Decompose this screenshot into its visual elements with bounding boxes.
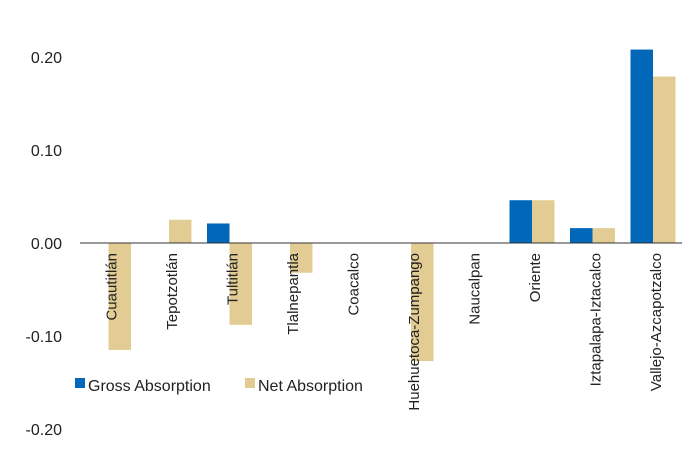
net-absorption-bar (169, 219, 192, 243)
y-tick-label: 0.00 (31, 236, 62, 253)
net-absorption-bar (592, 228, 615, 243)
category-label: Coacalco (346, 253, 363, 316)
net-absorption-bar (653, 76, 676, 243)
bars (108, 49, 676, 362)
y-tick-label: -0.20 (26, 422, 63, 439)
category-label: Iztapalapa-Iztacalco (588, 253, 605, 386)
gross-absorption-bar (630, 49, 653, 244)
y-axis-ticks: 0.20 0.10 0.00 -0.10 -0.20 (26, 50, 63, 439)
gross-absorption-bar (207, 223, 230, 243)
net-absorption-bar (532, 200, 555, 243)
category-label: Huehuetoca-Zumpango (406, 253, 423, 411)
category-label: Tultitlán (225, 253, 242, 305)
legend-label: Net Absorption (258, 378, 363, 395)
y-tick-label: 0.20 (31, 50, 62, 67)
y-tick-label: 0.10 (31, 143, 62, 160)
legend-label: Gross Absorption (88, 378, 211, 395)
legend-swatch (245, 378, 255, 388)
net-absorption-bar (229, 243, 252, 325)
net-absorption-bar (290, 243, 313, 273)
gross-absorption-bar (509, 200, 532, 243)
legend-swatch (75, 378, 85, 388)
net-absorption-bar (108, 243, 131, 350)
category-labels: Cuautitlán Tepotzotlán Tultitlán Tlalnepant… (104, 252, 666, 410)
category-label: Naucalpan (467, 253, 484, 325)
category-label: Vallejo-Azcapotzalco (648, 253, 665, 391)
y-tick-label: -0.10 (26, 329, 63, 346)
gross-absorption-bar (570, 228, 593, 243)
legend: Gross Absorption Net Absorption (75, 378, 363, 395)
category-label: Oriente (527, 253, 544, 302)
category-label: Cuautitlán (104, 253, 121, 321)
category-label: Tlalnepantla (285, 252, 302, 334)
net-absorption-bar (411, 243, 434, 362)
category-label: Tepotzotlán (164, 253, 181, 330)
